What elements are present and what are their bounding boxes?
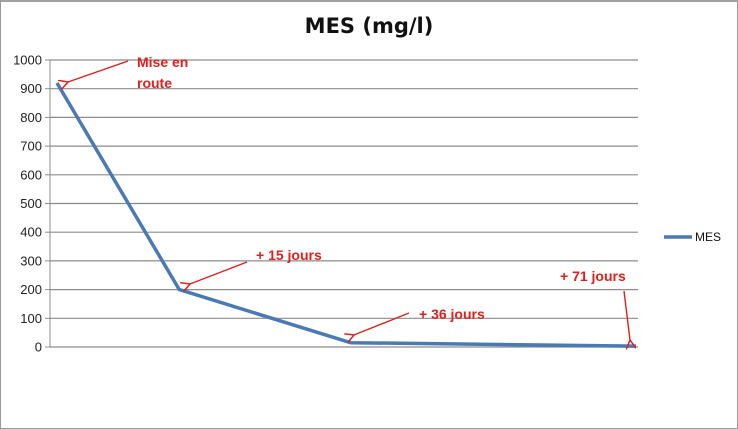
y-tick-label: 700 (20, 139, 42, 154)
y-axis-ticks: 0 100 200 300 400 500 600 700 800 900 1000 (13, 53, 50, 355)
annotation-36-jours: + 36 jours (354, 306, 485, 335)
y-tick-label: 800 (20, 110, 42, 125)
legend: MES (664, 230, 721, 244)
top-border (0, 0, 738, 2)
arrow-icon (68, 60, 129, 82)
y-tick-label: 200 (20, 282, 42, 297)
y-tick-label: 500 (20, 196, 42, 211)
annotation-71-jours: + 71 jours (560, 268, 630, 340)
annotation-text: + 36 jours (419, 306, 485, 322)
annotation-text: + 15 jours (256, 247, 322, 263)
annotation-text-line2: route (137, 75, 172, 91)
chart-title: MES (mg/l) (304, 14, 434, 38)
y-tick-label: 1000 (13, 53, 42, 68)
y-tick-label: 900 (20, 81, 42, 96)
y-tick-label: 0 (35, 340, 42, 355)
y-tick-label: 300 (20, 253, 42, 268)
arrow-icon (623, 290, 630, 340)
annotation-text: + 71 jours (560, 268, 626, 284)
annotation-mise-en-route: Mise en route (68, 54, 188, 91)
y-tick-label: 600 (20, 167, 42, 182)
gridlines (50, 59, 638, 348)
series-line-mes (55, 82, 637, 348)
arrow-icon (190, 261, 248, 284)
y-tick-label: 400 (20, 225, 42, 240)
annotation-text-line1: Mise en (137, 54, 188, 70)
annotation-15-jours: + 15 jours (190, 247, 322, 284)
legend-label-mes: MES (695, 230, 721, 244)
y-tick-label: 100 (20, 311, 42, 326)
arrow-icon (354, 312, 410, 335)
